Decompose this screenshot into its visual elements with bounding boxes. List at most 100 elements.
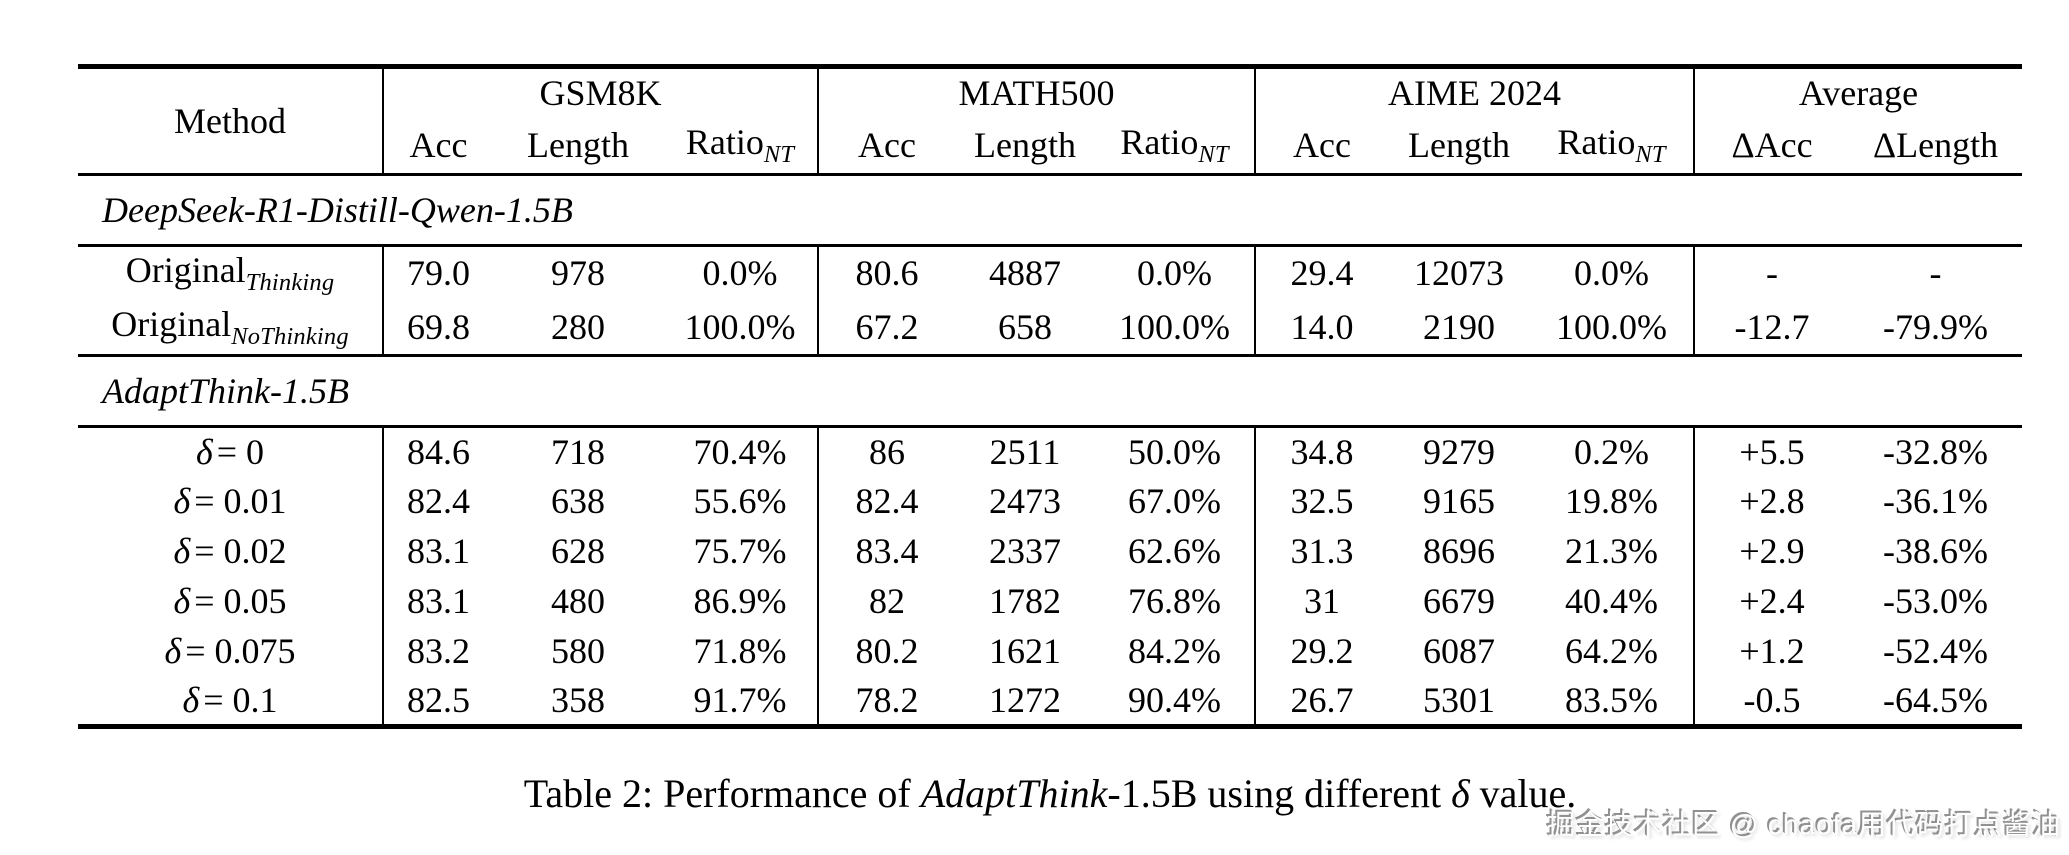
cell: 76.8%: [1128, 581, 1221, 622]
cell: +1.2: [1693, 626, 1850, 677]
cell: -79.9%: [1849, 300, 2023, 357]
column-header-method: Method: [78, 66, 383, 176]
cell: 2473: [989, 481, 1061, 522]
cell: 83.2: [382, 626, 493, 677]
cell: 90.4%: [1128, 679, 1221, 720]
method-label: δ = 0.075: [78, 627, 383, 677]
cell: 26.7: [1254, 676, 1388, 727]
cell: 64.2%: [1565, 631, 1658, 672]
cell: 79.0: [382, 245, 493, 301]
cell: 71.8%: [693, 631, 787, 672]
cell: 84.2%: [1128, 631, 1221, 672]
method-label: OriginalThinking: [78, 246, 383, 301]
results-table: Method GSM8K MATH500 AIME 2024 Average A…: [78, 64, 2023, 729]
column-header-length: Length: [1388, 118, 1530, 176]
ratio-label: Ratio: [1557, 122, 1636, 163]
cell: 2190: [1388, 300, 1530, 357]
cell: 91.7%: [693, 679, 787, 720]
delta-symbol: δ: [173, 481, 191, 522]
cell: 1782: [989, 581, 1061, 622]
method-subscript: NoThinking: [231, 322, 349, 350]
cell: 86: [817, 426, 955, 477]
method-label: OriginalNoThinking: [78, 300, 383, 357]
cell: 82.5: [382, 676, 493, 727]
cell: -52.4%: [1883, 631, 1988, 672]
cell: 12073: [1414, 253, 1504, 294]
delta-value: = 0: [216, 431, 265, 472]
group-header-gsm8k: GSM8K: [382, 66, 818, 119]
cell: -0.5: [1693, 676, 1850, 727]
caption-text: Table 2: Performance of: [523, 771, 921, 816]
method-name: Original: [111, 303, 232, 344]
watermark: 掘金技术社区 @ chaofa用代码打点酱油: [1546, 809, 2061, 840]
cell: 70.4%: [693, 431, 787, 472]
table-row-delta-0075: δ = 0.075 83.2 580 71.8% 80.2 1621 84.2% …: [78, 626, 2022, 677]
cell: 80.2: [817, 626, 955, 677]
group-header-aime2024: AIME 2024: [1253, 66, 1695, 119]
cell: 2337: [989, 531, 1061, 572]
cell: -36.1%: [1883, 481, 1988, 522]
table-row-delta-0: δ = 0 84.6 718 70.4% 86 2511 50.0% 34.8 9…: [78, 426, 2022, 477]
section-title: AdaptThink-1.5B: [78, 355, 2023, 428]
cell: 19.8%: [1565, 481, 1658, 522]
cell: 628: [551, 531, 605, 572]
cell: +2.9: [1693, 526, 1850, 577]
cell: 29.2: [1254, 626, 1388, 677]
cell: 67.2: [817, 300, 955, 357]
cell: 83.1: [382, 526, 493, 577]
cell: 32.5: [1254, 476, 1388, 527]
cell: 78.2: [817, 676, 955, 727]
column-header-length: Length: [493, 118, 663, 176]
delta-symbol: δ: [195, 431, 213, 472]
table-row-delta-005: δ = 0.05 83.1 480 86.9% 82 1782 76.8% 31 …: [78, 576, 2022, 627]
cell: 100.0%: [663, 300, 818, 357]
cell: 638: [551, 481, 605, 522]
method-name: Original: [125, 250, 246, 291]
cell: 1621: [989, 631, 1061, 672]
cell: -64.5%: [1883, 679, 1988, 720]
cell: 31: [1254, 576, 1388, 627]
column-header-delta-acc: ΔAcc: [1693, 118, 1850, 176]
group-header-math500: MATH500: [817, 66, 1255, 119]
method-label: δ = 0.05: [78, 577, 383, 627]
cell: 4887: [989, 253, 1061, 294]
cell: 2511: [989, 431, 1061, 472]
cell: 82.4: [817, 476, 955, 527]
cell: 31.3: [1254, 526, 1388, 577]
cell: 0.0%: [702, 253, 778, 294]
section-header-adaptthink: AdaptThink-1.5B: [78, 355, 2023, 428]
section-title: DeepSeek-R1-Distill-Qwen-1.5B: [78, 174, 2023, 247]
method-label: δ = 0: [78, 427, 383, 477]
cell: 84.6: [382, 426, 493, 477]
cell: 86.9%: [693, 581, 787, 622]
delta-value: = 0.1: [203, 679, 278, 720]
table-row-delta-002: δ = 0.02 83.1 628 75.7% 83.4 2337 62.6% 3…: [78, 526, 2022, 577]
table-caption: Table 2: Performance of AdaptThink-1.5B …: [78, 770, 2022, 817]
table-row-original-thinking: OriginalThinking 79.0 978 0.0% 80.6 4887…: [78, 245, 2022, 301]
column-header-acc: Acc: [382, 118, 493, 176]
caption-text: -1.5B using different: [1107, 771, 1452, 816]
cell: 5301: [1423, 679, 1495, 720]
ratio-subscript: NT: [1198, 140, 1229, 168]
header-row-metrics: Acc Length RatioNT Acc Length RatioNT Ac…: [78, 118, 2023, 176]
header-row-groups: Method GSM8K MATH500 AIME 2024 Average: [78, 66, 2023, 176]
table-row-delta-001: δ = 0.01 82.4 638 55.6% 82.4 2473 67.0% 3…: [78, 476, 2022, 527]
cell: 0.2%: [1574, 431, 1649, 472]
cell: 6087: [1423, 631, 1495, 672]
cell: 82: [817, 576, 955, 627]
cell: 8696: [1423, 531, 1495, 572]
ratio-label: Ratio: [1120, 122, 1199, 163]
cell: 0.0%: [1574, 253, 1649, 294]
column-header-ratio-nt: RatioNT: [1095, 118, 1255, 176]
caption-italic-adaptthink: AdaptThink: [920, 771, 1108, 816]
cell: 34.8: [1254, 426, 1388, 477]
cell: 9165: [1423, 481, 1495, 522]
cell: -53.0%: [1883, 581, 1988, 622]
cell: -32.8%: [1883, 431, 1988, 472]
table-row-delta-01: δ = 0.1 82.5 358 91.7% 78.2 1272 90.4% 26…: [78, 676, 2022, 727]
cell: 80.6: [817, 245, 955, 301]
cell: 280: [493, 300, 663, 357]
column-header-delta-length: ΔLength: [1849, 118, 2023, 176]
delta-symbol: δ: [182, 679, 200, 720]
delta-symbol: δ: [173, 581, 191, 622]
